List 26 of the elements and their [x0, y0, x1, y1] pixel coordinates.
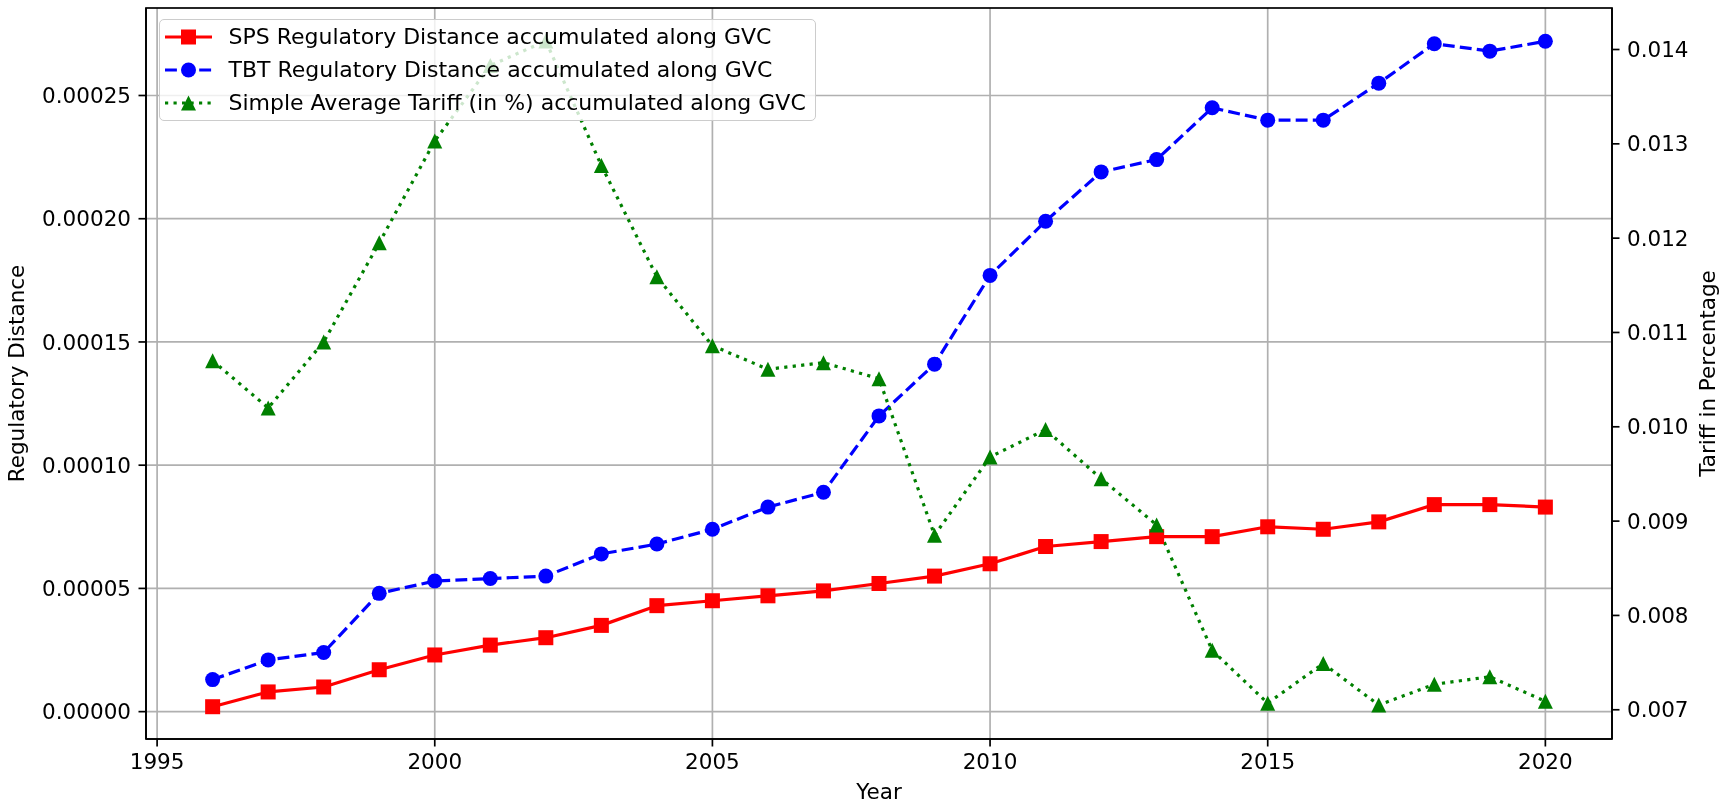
y-tick-label: 0.00020 — [42, 206, 131, 232]
legend-label: Simple Average Tariff (in %) accumulated along GVC — [228, 90, 806, 115]
y2-tick-label: 0.013 — [1627, 131, 1689, 157]
y-tick-label: 0.00005 — [42, 576, 131, 602]
y2-tick-label: 0.007 — [1627, 697, 1689, 723]
x-tick-label: 2015 — [1240, 749, 1296, 775]
y-tick-label: 0.00000 — [42, 699, 131, 725]
y2-tick-label: 0.011 — [1627, 320, 1689, 346]
x-tick-label: 2005 — [685, 749, 740, 775]
x-axis-title: Year — [855, 779, 902, 803]
x-tick-label: 1995 — [129, 749, 185, 775]
y-tick-label: 0.00015 — [42, 329, 131, 355]
y-tick-label: 0.00010 — [42, 452, 131, 478]
x-tick-label: 2010 — [962, 749, 1018, 775]
y2-axis-title: Tariff in Percentage — [1694, 270, 1720, 478]
y2-tick-label: 0.009 — [1627, 508, 1689, 534]
y2-tick-label: 0.008 — [1627, 603, 1689, 629]
legend-label: TBT Regulatory Distance accumulated along GVC — [228, 57, 773, 82]
y-tick-label: 0.00025 — [42, 83, 131, 109]
x-tick-label: 2000 — [407, 749, 463, 775]
x-tick-label: 2020 — [1518, 749, 1573, 775]
legend-label: SPS Regulatory Distance accumulated along GVC — [228, 24, 772, 49]
y2-tick-label: 0.012 — [1627, 225, 1689, 251]
y-axis-title: Regulatory Distance — [3, 264, 29, 483]
y2-tick-label: 0.014 — [1627, 37, 1689, 63]
y2-tick-label: 0.010 — [1627, 414, 1689, 440]
